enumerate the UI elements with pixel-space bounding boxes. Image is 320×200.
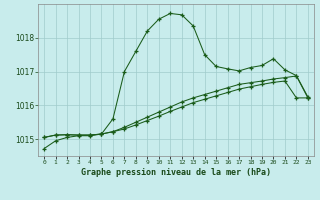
X-axis label: Graphe pression niveau de la mer (hPa): Graphe pression niveau de la mer (hPa) (81, 168, 271, 177)
